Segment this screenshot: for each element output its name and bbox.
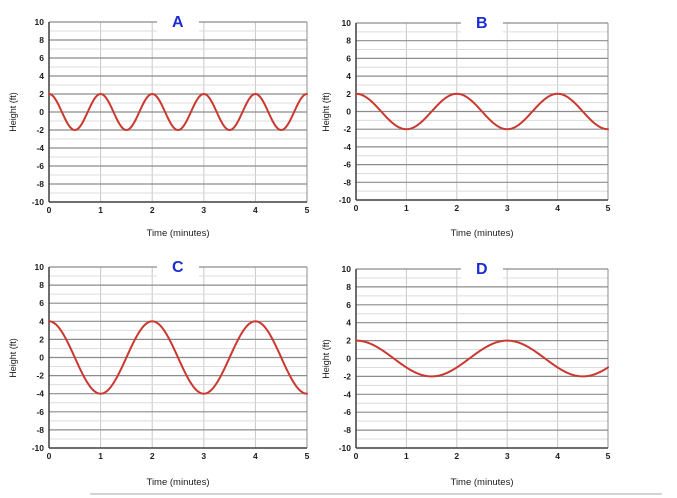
x-tick-label: 4 [253,451,258,461]
x-tick-label: 1 [404,451,409,461]
y-tick-label: 0 [39,107,44,117]
x-tick-label: 0 [47,205,52,215]
y-tick-label: 6 [39,298,44,308]
y-tick-label: -8 [343,425,351,435]
wave-curve-c [48,320,308,395]
y-tick-label: -10 [32,443,45,453]
x-tick-label: 1 [98,451,103,461]
y-tick-label: 10 [342,18,352,28]
x-tick-label: 3 [201,451,206,461]
x-tick-label: 5 [606,451,611,461]
y-tick-label: -6 [36,161,44,171]
chart-a-x-axis-label: Time (minutes) [146,228,210,239]
y-tick-label: 0 [346,107,351,117]
y-tick-label: 8 [346,282,351,292]
chart-b-plot: -10 -8 -6 -4 -2 0 2 4 6 8 10 0 1 2 3 4 5 [339,18,611,213]
x-tick-label: 0 [47,451,52,461]
y-tick-label: 2 [346,336,351,346]
y-tick-label: -10 [339,443,352,453]
y-tick-label: -10 [339,195,352,205]
y-tick-label: 10 [342,264,352,274]
x-tick-label: 1 [98,205,103,215]
y-tick-label: 6 [346,300,351,310]
chart-a-plot: -10 -8 -6 -4 -2 0 2 4 6 8 10 0 1 2 3 4 5 [32,17,310,215]
y-tick-label: -6 [343,160,351,170]
chart-d-plot: -10 -8 -6 -4 -2 0 2 4 6 8 10 0 1 2 3 4 5 [339,264,611,461]
y-tick-label: -4 [36,143,44,153]
y-tick-label: -6 [36,407,44,417]
x-tick-label: 4 [555,203,560,213]
chart-c-y-axis-label: Height (ft) [8,338,18,378]
y-tick-label: -2 [343,124,351,134]
chart-d-title: D [460,257,504,282]
x-tick-label: 5 [305,451,310,461]
y-tick-label: 0 [346,354,351,364]
y-tick-label: 8 [346,36,351,46]
y-tick-label: 8 [39,280,44,290]
y-tick-label: 2 [346,89,351,99]
x-tick-label: 2 [150,451,155,461]
y-tick-label: -2 [36,371,44,381]
y-tick-label: -4 [343,142,351,152]
x-tick-label: 5 [305,205,310,215]
cropped-next-row-edge [90,493,662,495]
y-tick-label: 2 [39,89,44,99]
y-tick-label: -2 [343,371,351,381]
chart-b-y-axis-label: Height (ft) [321,92,331,132]
y-tick-label: -8 [36,179,44,189]
x-tick-label: 1 [404,203,409,213]
y-tick-label: -4 [343,389,351,399]
y-tick-label: -10 [32,197,45,207]
x-tick-label: 4 [253,205,258,215]
y-tick-label: 4 [346,71,351,81]
x-tick-label: 0 [354,451,359,461]
x-tick-label: 2 [454,203,459,213]
wave-curve-d [355,339,609,378]
y-tick-label: 8 [39,35,44,45]
y-tick-label: 6 [39,53,44,63]
y-tick-label: -2 [36,125,44,135]
y-tick-label: 4 [39,316,44,326]
x-tick-label: 0 [354,203,359,213]
y-tick-label: 0 [39,353,44,363]
x-tick-label: 4 [555,451,560,461]
x-tick-label: 2 [150,205,155,215]
y-tick-label: 6 [346,53,351,63]
y-tick-label: -8 [36,425,44,435]
y-tick-label: -6 [343,407,351,417]
chart-c-plot: -10 -8 -6 -4 -2 0 2 4 6 8 10 0 1 2 3 4 5 [32,262,310,461]
y-tick-label: 10 [35,17,45,27]
chart-c-x-axis-label: Time (minutes) [146,477,210,488]
chart-c-title: C [156,255,200,280]
wave-curve-a [48,92,308,132]
chart-d-y-axis-label: Height (ft) [321,339,331,379]
chart-a-y-axis-label: Height (ft) [8,92,18,132]
wave-curve-b [355,92,609,131]
chart-b-x-axis-label: Time (minutes) [450,228,514,239]
x-tick-label: 2 [454,451,459,461]
chart-b-title: B [460,11,504,36]
chart-d-x-axis-label: Time (minutes) [450,477,514,488]
x-tick-label: 3 [505,203,510,213]
y-tick-label: 10 [35,262,45,272]
x-tick-label: 5 [606,203,611,213]
y-tick-label: -4 [36,389,44,399]
x-tick-label: 3 [505,451,510,461]
y-tick-label: 4 [39,71,44,81]
chart-a-title: A [156,10,200,35]
y-tick-label: -8 [343,177,351,187]
x-tick-label: 3 [201,205,206,215]
y-tick-label: 2 [39,334,44,344]
y-tick-label: 4 [346,318,351,328]
